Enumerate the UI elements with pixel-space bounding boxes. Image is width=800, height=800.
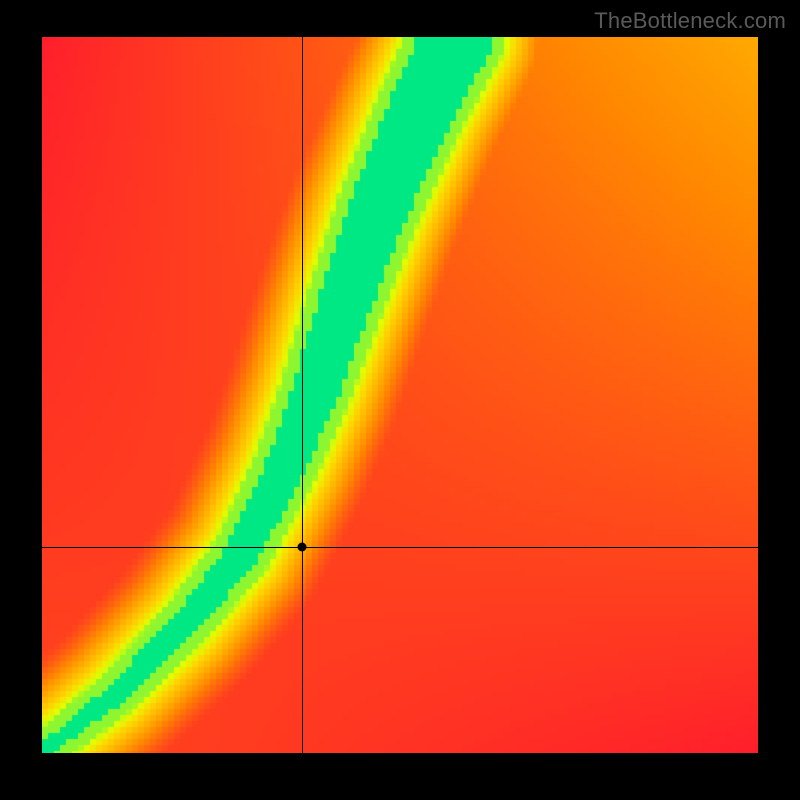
- crosshair-dot: [297, 542, 306, 551]
- crosshair-vertical: [302, 37, 303, 753]
- crosshair-horizontal: [42, 547, 758, 548]
- heatmap-canvas: [42, 37, 758, 753]
- watermark-text: TheBottleneck.com: [594, 8, 786, 34]
- plot-area: [42, 37, 758, 753]
